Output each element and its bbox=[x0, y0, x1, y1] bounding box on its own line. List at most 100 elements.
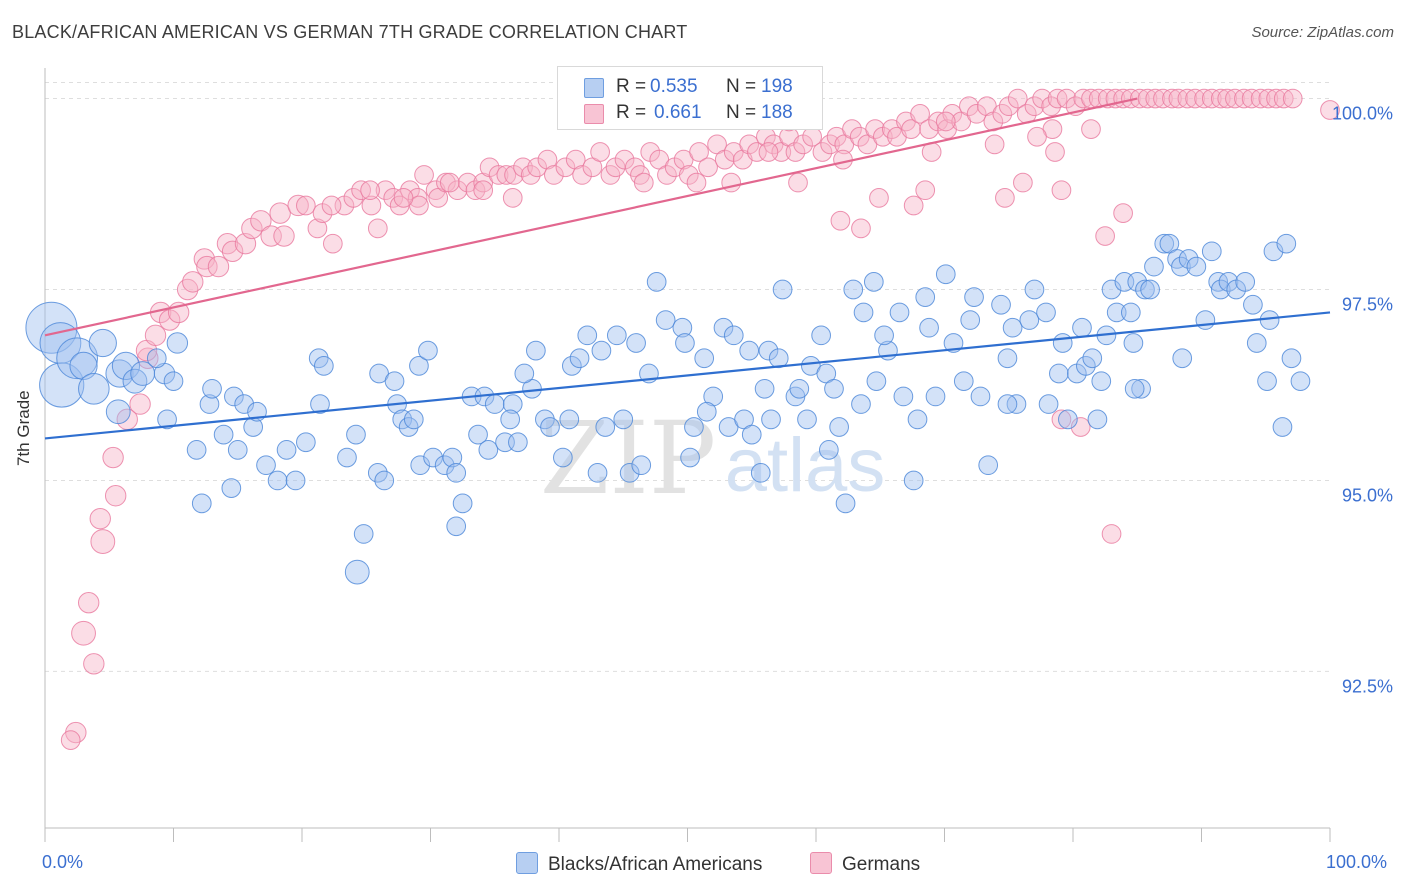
german-point bbox=[269, 202, 291, 224]
black-point bbox=[694, 348, 715, 369]
german-point bbox=[321, 195, 342, 216]
black-point bbox=[442, 447, 463, 468]
black-point bbox=[199, 394, 220, 414]
german-point bbox=[83, 653, 105, 675]
german-point bbox=[689, 142, 709, 162]
black-point bbox=[484, 394, 505, 414]
y-tick-label: 100.0% bbox=[1332, 104, 1393, 124]
black-point bbox=[446, 516, 467, 537]
black-point bbox=[1124, 378, 1145, 399]
legend-n-label: N = bbox=[726, 76, 757, 97]
black-point bbox=[1106, 302, 1127, 323]
black-point bbox=[105, 399, 131, 425]
black-point bbox=[758, 340, 779, 361]
black-point bbox=[723, 325, 744, 346]
german-point bbox=[287, 194, 309, 217]
black-point bbox=[224, 386, 244, 407]
german-point bbox=[1145, 88, 1166, 109]
germans-trend-line bbox=[44, 97, 1138, 337]
watermark-atlas: atlas bbox=[725, 423, 886, 508]
german-point bbox=[90, 529, 116, 554]
black-point bbox=[606, 325, 627, 346]
german-point bbox=[788, 172, 808, 193]
black-point bbox=[631, 455, 652, 476]
black-point bbox=[613, 409, 634, 430]
black-point bbox=[446, 462, 467, 483]
german-point bbox=[865, 119, 885, 139]
german-point bbox=[555, 157, 576, 178]
legend-n-value: 188 bbox=[761, 102, 793, 123]
source-credit: Source: ZipAtlas.com bbox=[1251, 24, 1394, 41]
german-point bbox=[1137, 88, 1158, 109]
black-point bbox=[344, 559, 370, 585]
black-point bbox=[874, 325, 894, 346]
german-point bbox=[915, 180, 936, 201]
german-point bbox=[343, 187, 364, 208]
german-point bbox=[1320, 100, 1340, 120]
german-point bbox=[465, 180, 486, 201]
black-point bbox=[1076, 356, 1096, 376]
black-point bbox=[267, 470, 288, 491]
black-point bbox=[851, 394, 871, 414]
german-point bbox=[1095, 226, 1115, 246]
black-point bbox=[553, 447, 573, 468]
black-point bbox=[514, 363, 535, 384]
black-point bbox=[970, 386, 991, 407]
black-point bbox=[595, 417, 616, 437]
x-tick-max: 100.0% bbox=[1326, 852, 1388, 872]
black-point bbox=[1140, 279, 1160, 300]
legend-n-label: N = bbox=[726, 102, 757, 123]
black-point bbox=[1082, 348, 1103, 369]
black-point bbox=[1144, 256, 1164, 277]
axes bbox=[44, 68, 1331, 842]
german-point bbox=[1007, 88, 1028, 109]
german-point bbox=[633, 172, 654, 193]
black-point bbox=[591, 340, 612, 361]
german-point bbox=[71, 620, 96, 646]
black-point bbox=[367, 462, 388, 483]
black-point bbox=[310, 394, 330, 414]
black-point bbox=[754, 378, 775, 399]
black-point bbox=[410, 455, 431, 476]
german-point bbox=[221, 240, 244, 263]
german-point bbox=[193, 248, 216, 270]
black-point bbox=[577, 325, 598, 346]
black-point bbox=[1208, 272, 1229, 292]
legend-r-value: 0.535 bbox=[650, 76, 698, 97]
black-point bbox=[997, 348, 1018, 369]
german-point bbox=[102, 446, 124, 469]
black-point bbox=[907, 409, 928, 430]
black-point bbox=[835, 493, 856, 514]
german-point bbox=[129, 393, 151, 415]
black-point bbox=[797, 409, 817, 430]
stats-legend: R = 0.535 N = 198 R = 0.661 N = 188 bbox=[557, 66, 823, 130]
black-point bbox=[919, 317, 939, 338]
german-point bbox=[747, 142, 767, 162]
black-point bbox=[157, 409, 177, 430]
black-point bbox=[750, 462, 771, 483]
legend-r-value: 0.661 bbox=[654, 102, 702, 123]
black-point bbox=[434, 455, 455, 476]
black-point bbox=[696, 401, 717, 422]
black-point bbox=[478, 440, 499, 460]
black-point bbox=[502, 394, 523, 414]
legend-r-label: R = bbox=[616, 76, 647, 97]
german-point bbox=[144, 324, 167, 347]
german-point bbox=[1194, 88, 1214, 109]
black-point bbox=[562, 356, 582, 376]
black-point bbox=[978, 455, 999, 476]
german-point bbox=[307, 218, 328, 239]
black-point bbox=[741, 424, 762, 445]
german-point bbox=[158, 309, 181, 331]
legend-label-blacks: Blacks/African Americans bbox=[548, 854, 763, 875]
watermark: ZIP atlas bbox=[540, 400, 885, 517]
german-point bbox=[657, 165, 677, 185]
german-point bbox=[473, 180, 494, 201]
black-point bbox=[221, 478, 242, 498]
black-point bbox=[1131, 378, 1151, 399]
legend-n-value: 198 bbox=[761, 76, 793, 97]
german-point bbox=[678, 165, 699, 185]
german-point bbox=[1024, 96, 1045, 117]
german-point bbox=[1101, 524, 1122, 544]
german-point bbox=[182, 271, 204, 293]
